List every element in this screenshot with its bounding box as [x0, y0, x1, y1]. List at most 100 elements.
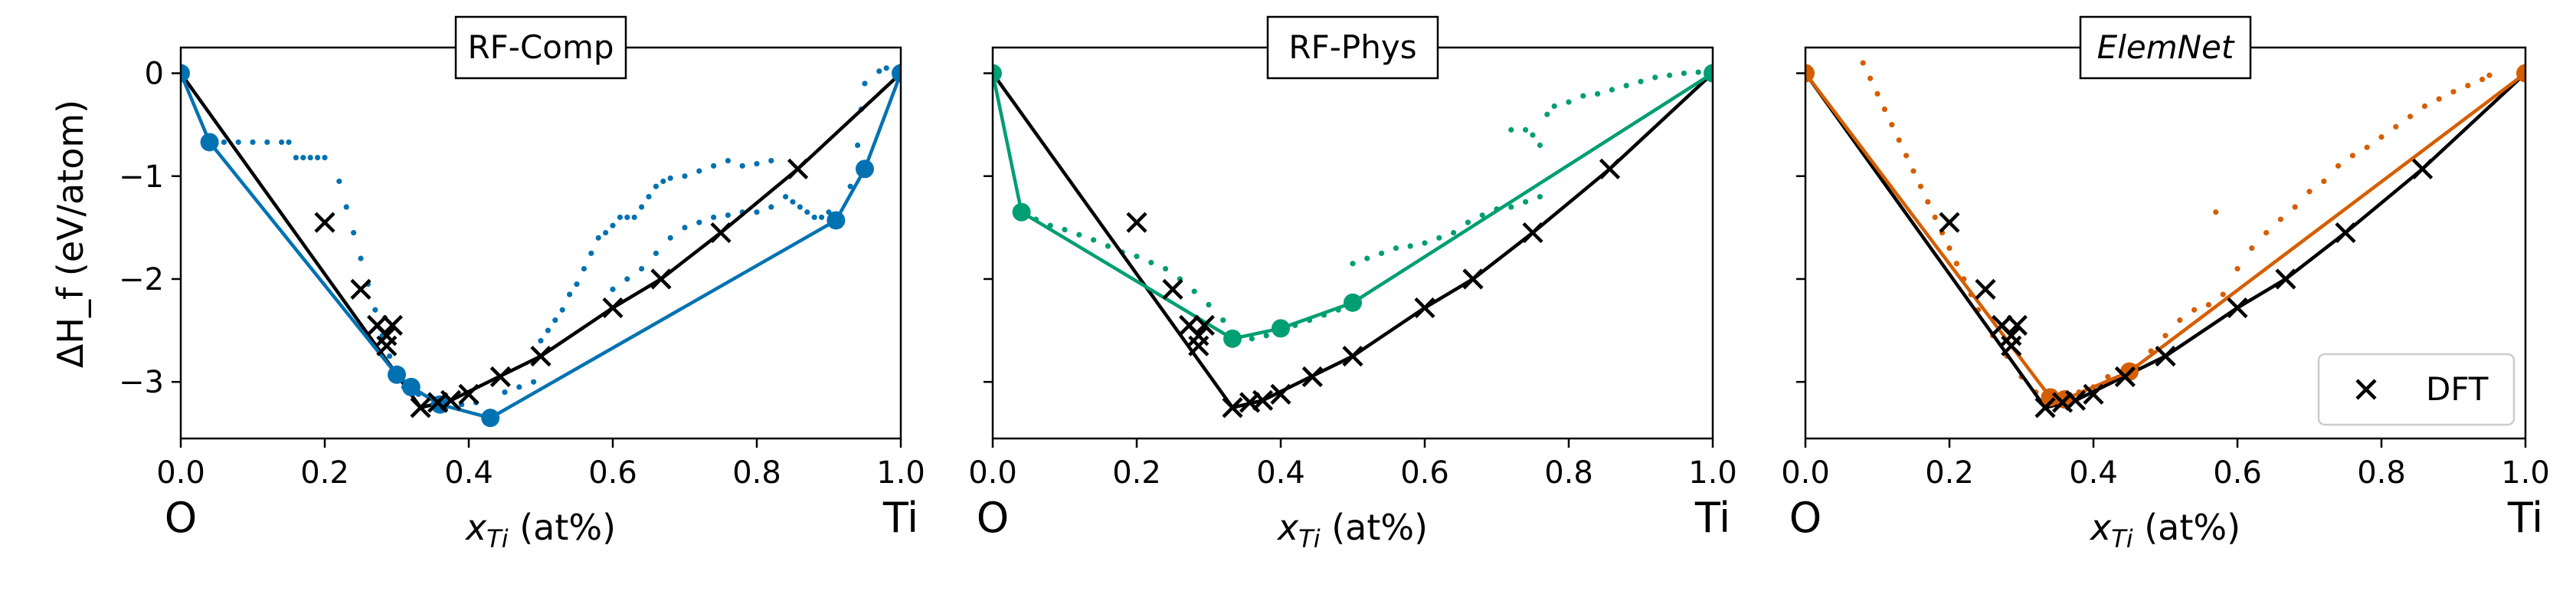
ml-point: [1903, 153, 1910, 159]
ml-point: [1191, 288, 1197, 294]
dft-point: [458, 383, 480, 405]
ml-point: [804, 209, 810, 215]
dft-point: [350, 278, 372, 300]
ml-point: [639, 265, 645, 272]
ml-point: [1867, 75, 1874, 81]
legend-label: DFT: [2426, 370, 2489, 408]
ml-point: [682, 173, 688, 179]
ml-point: [2486, 72, 2493, 78]
ml-point: [1681, 70, 1687, 77]
ml-point: [264, 139, 270, 146]
ml-point: [552, 317, 558, 323]
ml-point: [653, 250, 660, 257]
ml-point: [2234, 265, 2240, 272]
end-label-right: Ti: [1694, 494, 1730, 542]
x-tick-label: 0.4: [1256, 455, 1305, 491]
ml-point: [567, 291, 573, 297]
ml-point: [1220, 317, 1226, 323]
ml-point: [1530, 132, 1536, 138]
ml-point: [2220, 291, 2226, 297]
ml-point: [235, 139, 241, 146]
ml-hull-vertex: [993, 64, 1002, 83]
ml-point: [696, 219, 702, 225]
dft-point: [787, 158, 809, 179]
ml-point: [876, 68, 882, 74]
ml-point: [358, 255, 364, 261]
ml-point: [1134, 253, 1140, 260]
ml-point: [1638, 78, 1644, 84]
ml-point: [682, 225, 688, 231]
ml-point: [531, 379, 537, 385]
y-tick-label: −3: [119, 365, 164, 400]
ml-point: [545, 327, 552, 333]
ml-hull-vertex: [388, 365, 406, 384]
end-label-right: Ti: [882, 494, 918, 542]
ml-hull-vertex: [401, 377, 421, 396]
ml-point: [293, 155, 299, 161]
ml-point: [2162, 333, 2168, 339]
x-axis-label: xTi (at%): [2089, 507, 2240, 553]
x-tick-label: 0.8: [732, 455, 781, 491]
ml-point: [797, 204, 803, 210]
dft-point: [2411, 158, 2434, 179]
ml-point: [1896, 137, 1902, 143]
dft-point: [1188, 335, 1209, 356]
legend-box: [2317, 353, 2515, 426]
ml-point: [1206, 301, 1212, 308]
x-tick-label: 0.4: [2069, 455, 2118, 491]
ml-point: [2213, 209, 2219, 215]
title-box: [1266, 15, 1439, 80]
x-tick-label: 0.6: [1400, 455, 1449, 491]
ml-point: [1667, 72, 1673, 78]
ml-point: [1364, 255, 1370, 261]
ml-point: [315, 155, 321, 161]
ml-point: [1652, 74, 1658, 80]
ml-point: [1163, 265, 1169, 272]
ml-point: [1910, 168, 1916, 174]
ml-point: [1508, 126, 1514, 133]
ml-point: [351, 229, 357, 236]
ml-point: [2277, 216, 2283, 222]
ml-point: [1076, 232, 1082, 238]
x-tick-label: 1.0: [876, 455, 925, 491]
ml-point: [768, 158, 774, 164]
ml-point: [711, 163, 717, 169]
ml-point: [739, 163, 745, 169]
ml-hull-vertex: [1805, 64, 1815, 83]
x-tick-label: 0.4: [444, 455, 493, 491]
dft-point: [1301, 366, 1323, 388]
ml-point: [624, 276, 630, 282]
panel-title: ElemNet: [2097, 28, 2235, 66]
x-axis-label: xTi (at%): [464, 507, 616, 553]
ml-hull-vertex: [826, 211, 846, 230]
ml-point: [1623, 83, 1629, 89]
ml-point: [847, 183, 853, 189]
dft-point: [1252, 389, 1274, 411]
ml-point: [322, 155, 328, 161]
ml-point: [2249, 245, 2255, 251]
title-box: [2079, 15, 2252, 80]
dft-point: [489, 366, 511, 388]
x-axis-label: xTi (at%): [1276, 507, 1428, 553]
ml-hull-vertex: [1704, 64, 1713, 83]
ml-point: [1946, 245, 1952, 251]
ml-point: [610, 222, 616, 228]
ml-point: [279, 139, 285, 146]
x-tick-label: 0.0: [968, 455, 1017, 491]
ml-point: [2436, 96, 2442, 102]
ml-point: [1465, 219, 1471, 225]
ml-point: [2205, 301, 2211, 308]
ml-point: [725, 158, 732, 164]
ml-point: [1508, 204, 1514, 210]
ml-point: [307, 155, 313, 161]
x-tick-label: 0.0: [1781, 455, 1830, 491]
ml-point: [1917, 183, 1923, 189]
dft-point: [1162, 278, 1183, 300]
ml-point: [1537, 142, 1543, 149]
ml-point: [1874, 90, 1880, 97]
x-tick-label: 0.6: [2213, 455, 2262, 491]
ml-point: [588, 250, 594, 257]
dft-point: [376, 335, 398, 356]
ml-hull-line: [1805, 71, 2525, 402]
ml-point: [855, 142, 861, 149]
